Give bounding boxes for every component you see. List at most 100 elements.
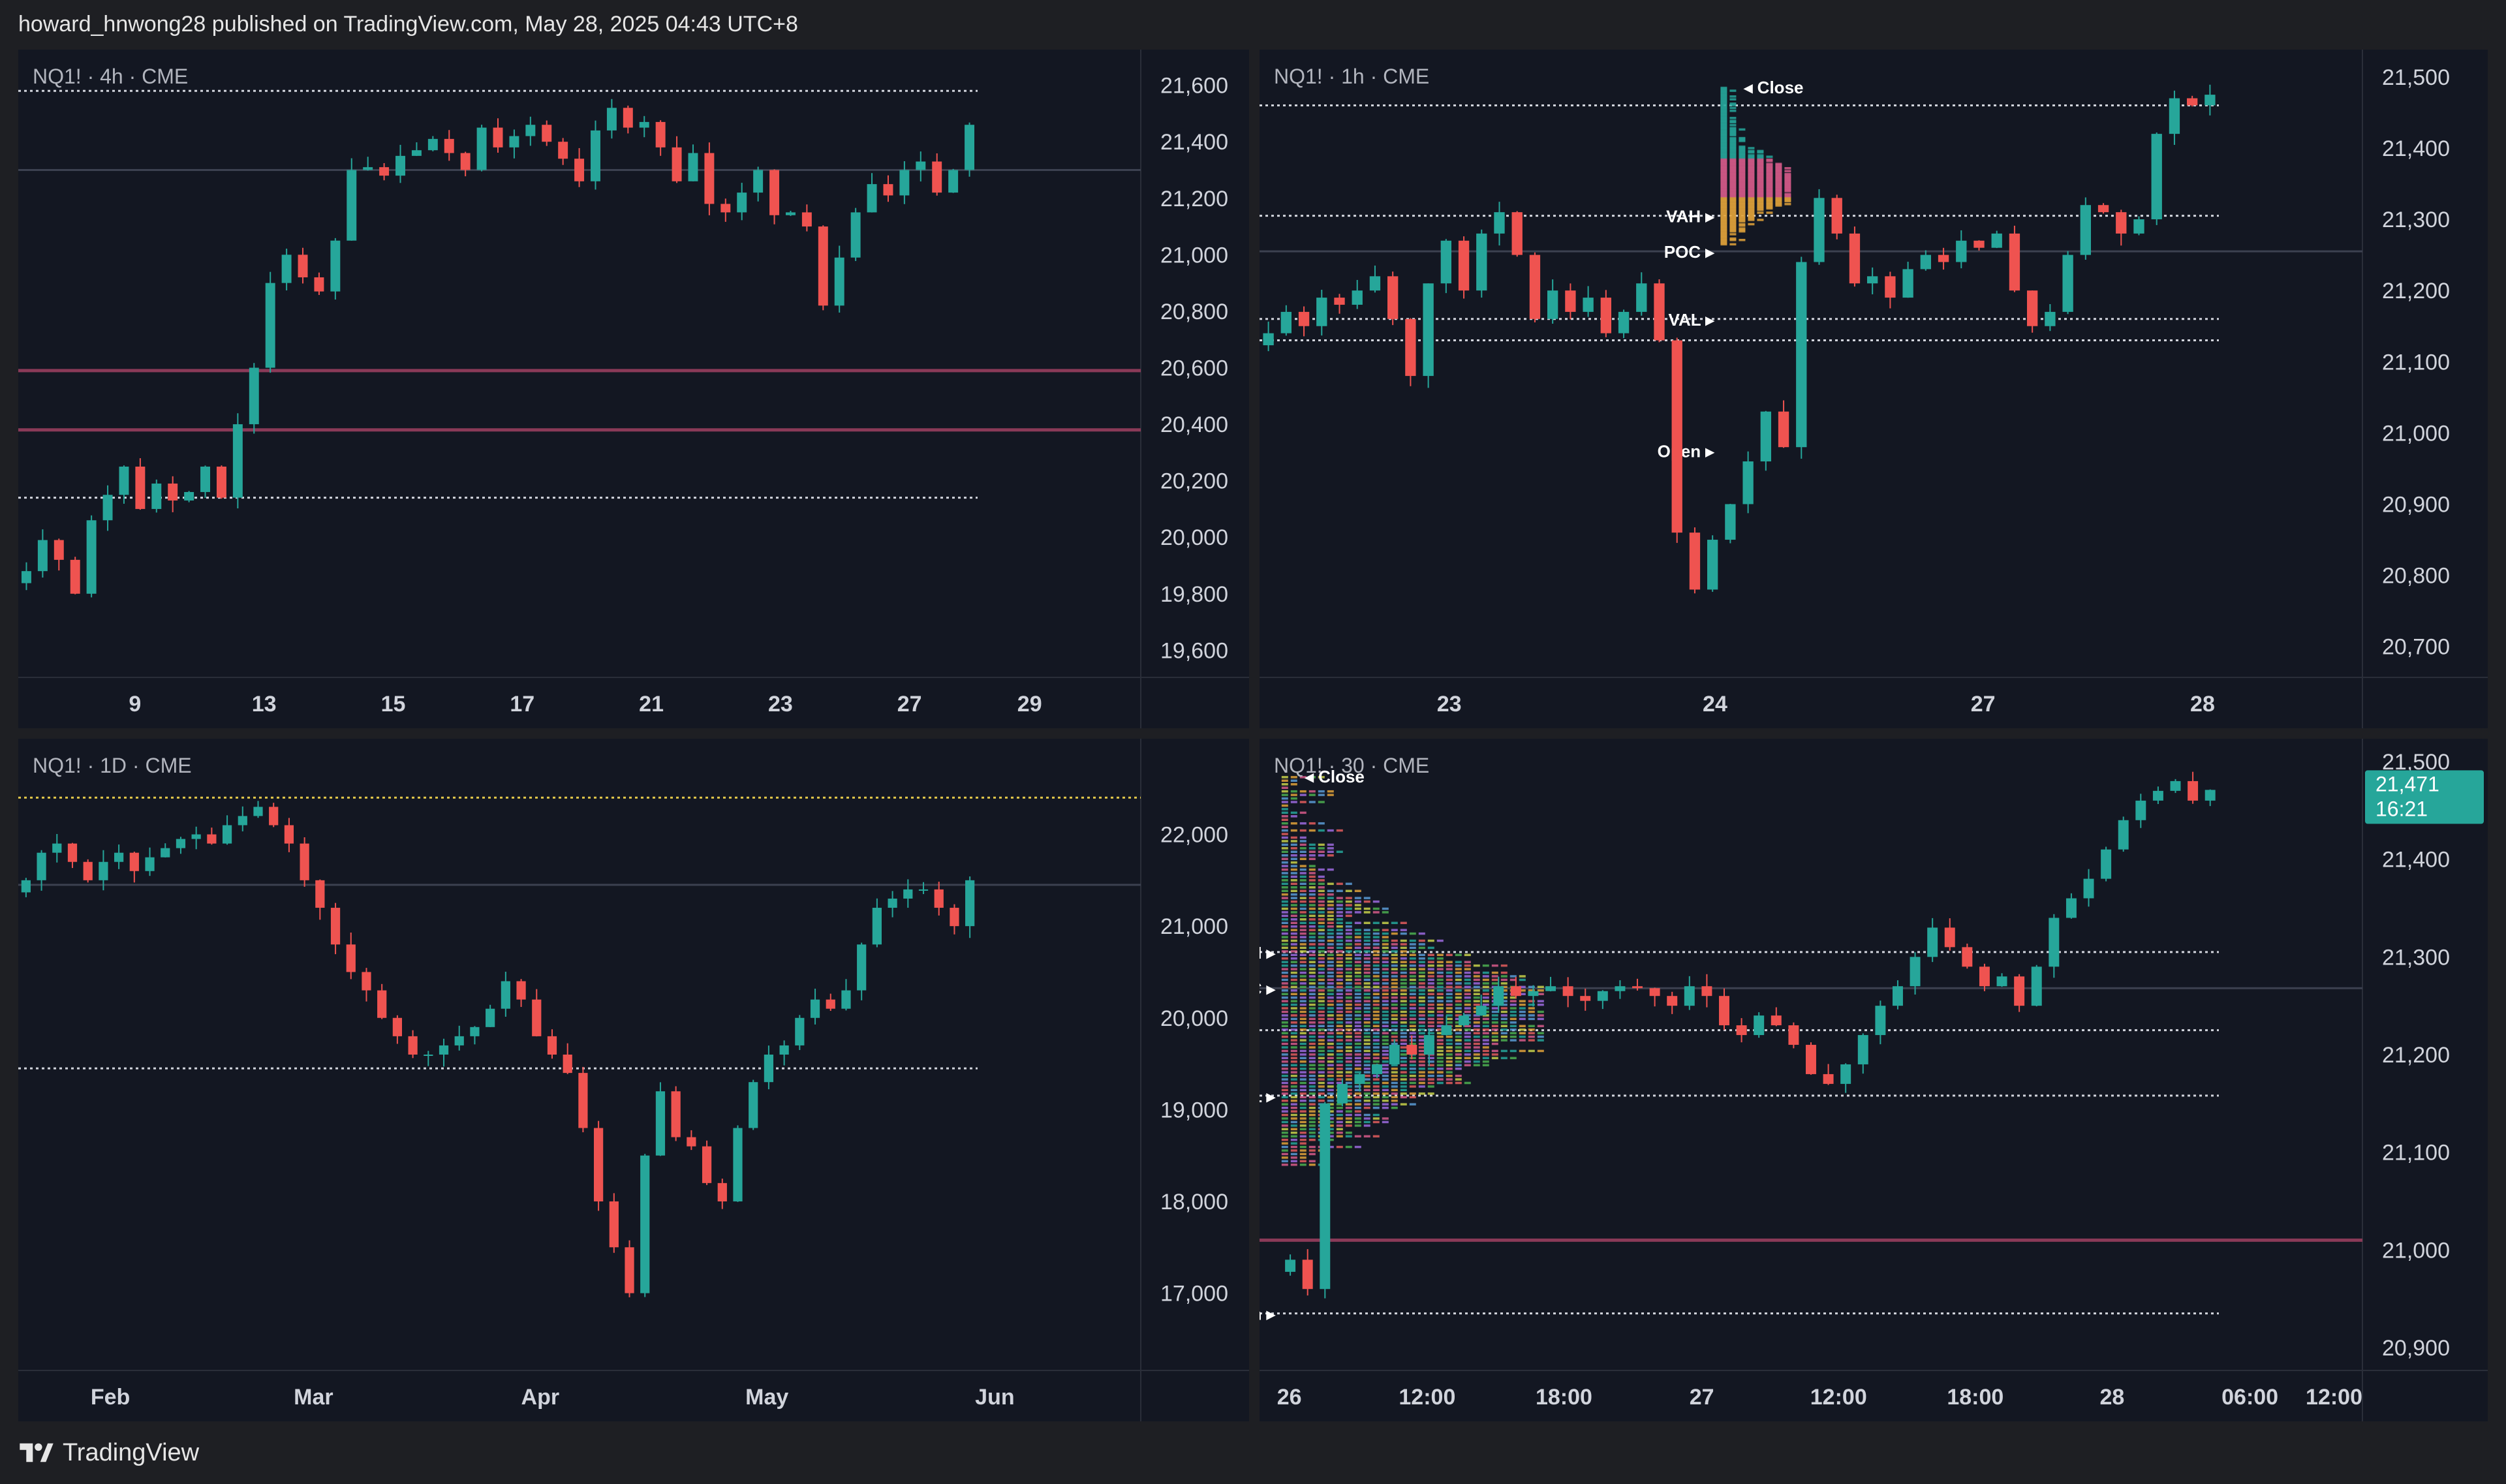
y-tick-label-4: 18,000: [1160, 1190, 1228, 1214]
chart-panel-1h[interactable]: ◂ Close VAH ▸ POC ▸ VAL ▸ Open ▸ 21,500 21,400…: [1260, 50, 2488, 728]
candle-48: [764, 1045, 774, 1090]
candle-33: [1857, 1033, 1868, 1074]
candle-42: [2014, 974, 2025, 1012]
candle-38: [639, 116, 649, 138]
candle-53: [2204, 84, 2216, 116]
candle-30: [509, 129, 519, 159]
candle-38: [1944, 918, 1955, 951]
y-tick-label-5: 21,000: [2382, 421, 2450, 446]
candle-39: [625, 1240, 634, 1297]
candle-44: [2049, 914, 2060, 978]
candle-36: [1910, 952, 1921, 995]
candle-10: [184, 491, 194, 502]
profile-label-poc: POC ▸: [1260, 979, 1276, 998]
candle-31: [525, 116, 536, 146]
candle-37: [623, 105, 633, 134]
y-tick-label-1: 21,400: [2382, 848, 2450, 873]
candle-52: [867, 173, 877, 213]
candle-2: [52, 833, 62, 863]
candle-9: [161, 843, 170, 858]
candle-52: [2187, 95, 2198, 107]
chart-svg[interactable]: 22,000 21,000 20,000 19,000 18,000 17,000 Feb M…: [18, 739, 1249, 1421]
chart-panel-4h[interactable]: 21,600 21,400 21,200 21,000 20,800 20,600 20,4…: [18, 50, 1249, 728]
candle-17: [284, 818, 294, 852]
candle-11: [191, 826, 201, 850]
candle-13: [1494, 202, 1505, 246]
y-tick-label-8: 20,700: [2382, 635, 2450, 660]
candles: [1285, 771, 2216, 1299]
candle-35: [1892, 980, 1903, 1010]
profile-label-val: VAL ▸: [1260, 1087, 1276, 1106]
chart-panel-1d[interactable]: 22,000 21,000 20,000 19,000 18,000 17,000 Feb M…: [18, 739, 1249, 1421]
candle-19: [315, 879, 325, 920]
x-tick-label-2: Apr: [521, 1385, 560, 1410]
profile-label-open: Open ▸: [1658, 442, 1715, 461]
y-tick-label-1: 21,400: [2382, 136, 2450, 161]
candle-51: [2170, 779, 2181, 794]
candle-9: [168, 476, 178, 512]
candle-51: [850, 208, 861, 262]
candle-6: [119, 465, 129, 504]
candle-4: [83, 859, 93, 883]
chart-title: NQ1! · 4h · CME: [33, 65, 188, 88]
candle-14: [1528, 985, 1539, 1007]
candle-35: [591, 120, 600, 190]
candle-15: [1529, 252, 1541, 323]
y-tick-label-2: 20,000: [1160, 1006, 1228, 1031]
x-tick-label-7: 06:00: [2221, 1385, 2278, 1410]
chart-svg[interactable]: 21,600 21,400 21,200 21,000 20,800 20,600 20,4…: [18, 50, 1249, 728]
chart-title: NQ1! · 30 · CME: [1274, 754, 1429, 777]
candle-24: [1701, 974, 1712, 1008]
y-tick-label-2: 21,200: [1160, 187, 1228, 211]
x-tick-label-2: 18:00: [1536, 1385, 1592, 1410]
candle-47: [749, 1079, 758, 1130]
candle-56: [932, 153, 942, 196]
candle-42: [671, 1086, 681, 1141]
candle-17: [1565, 283, 1576, 320]
candle-34: [1867, 267, 1878, 294]
candle-45: [2062, 251, 2073, 315]
candle-39: [1962, 943, 1973, 969]
x-tick-label-3: 28: [2190, 692, 2215, 717]
candle-40: [640, 1154, 650, 1297]
candle-27: [1742, 451, 1754, 514]
candle-16: [1562, 977, 1573, 1008]
candle-13: [232, 413, 243, 508]
bar-countdown: 16:21: [2375, 797, 2428, 820]
candles: [21, 801, 975, 1297]
candle-1: [37, 529, 48, 578]
candle-41: [1996, 973, 2007, 987]
y-tick-label-3: 19,000: [1160, 1098, 1228, 1122]
candle-45: [717, 1179, 727, 1209]
candle-51: [810, 988, 820, 1025]
candle-1: [1280, 305, 1292, 336]
candle-33: [1849, 226, 1861, 287]
candle-10: [176, 837, 186, 854]
candles: [1263, 84, 2216, 594]
candle-11: [1476, 995, 1487, 1016]
candle-34: [547, 1029, 557, 1059]
candles: [21, 99, 975, 598]
candle-44: [2045, 303, 2056, 332]
candle-33: [558, 138, 568, 165]
candle-12: [216, 465, 226, 499]
candle-44: [702, 1140, 712, 1185]
candle-4: [1334, 294, 1345, 314]
candle-43: [720, 198, 731, 222]
candle-38: [609, 1193, 619, 1253]
candle-5: [1372, 1063, 1383, 1078]
candle-46: [733, 1125, 743, 1202]
candle-7: [1387, 271, 1399, 326]
x-tick-label-3: May: [745, 1385, 788, 1410]
y-tick-label-0: 21,500: [2382, 65, 2450, 90]
candle-6: [114, 844, 124, 869]
y-tick-label-4: 21,100: [2382, 350, 2450, 375]
x-tick-label-2: 15: [381, 692, 406, 717]
candle-9: [1441, 1015, 1452, 1036]
candle-57: [903, 879, 913, 908]
candle-49: [2135, 794, 2146, 828]
candle-16: [269, 803, 279, 827]
